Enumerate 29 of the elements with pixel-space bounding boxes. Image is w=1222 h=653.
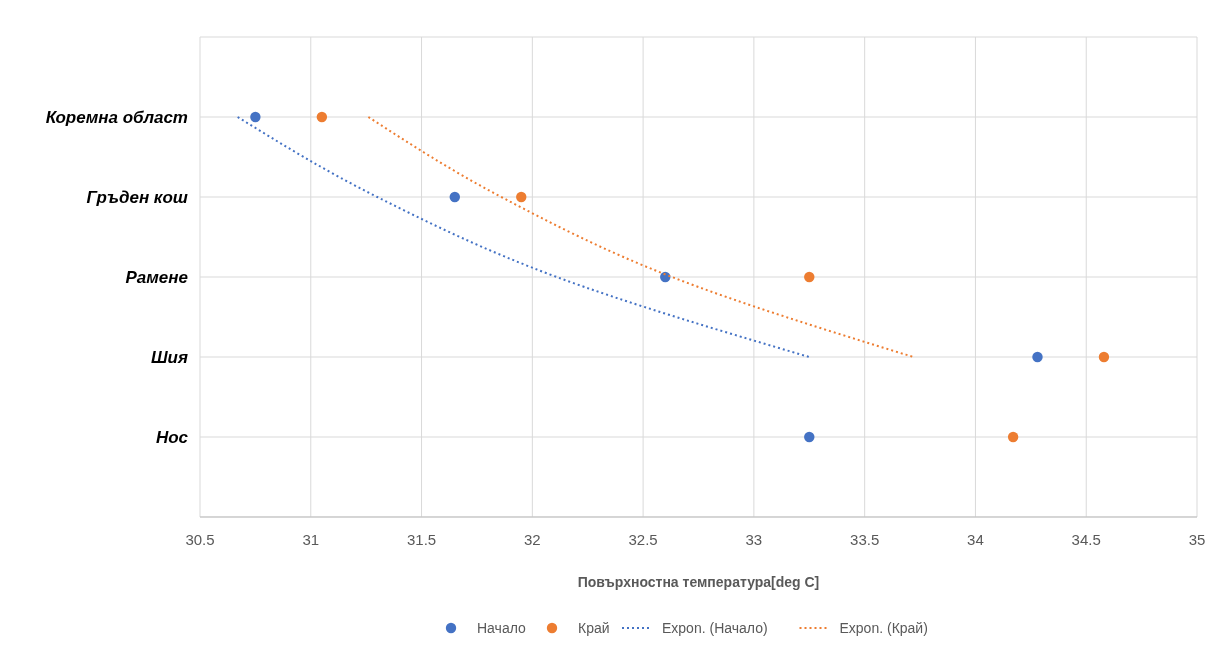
x-tick-label: 35 — [1188, 531, 1206, 548]
x-tick-label: 32 — [523, 531, 541, 548]
x-tick-label: 34 — [967, 531, 984, 548]
point — [1098, 351, 1110, 363]
point — [804, 271, 815, 283]
point — [1032, 351, 1043, 363]
legend-label: Expon. (Край) — [839, 620, 928, 636]
x-tick-label: 31 — [302, 531, 320, 548]
y-tick-label: Нос — [155, 428, 189, 447]
point — [804, 431, 815, 443]
point — [1007, 431, 1019, 443]
legend-label: Начало — [477, 620, 526, 636]
point — [449, 191, 460, 203]
legend-label: Край — [578, 620, 610, 636]
y-tick-label: Шия — [150, 348, 188, 367]
y-tick-label: Коремна област — [45, 108, 188, 127]
x-tick-label: 33.5 — [850, 531, 880, 548]
point — [250, 111, 261, 123]
x-tick-label: 31.5 — [406, 531, 437, 548]
y-tick-label: Гръден кош — [86, 188, 188, 207]
legend-label: Expon. (Начало) — [662, 620, 768, 636]
point — [316, 111, 328, 123]
point — [516, 191, 527, 203]
y-tick-label: Рамене — [125, 268, 188, 287]
x-tick-label: 34.5 — [1071, 531, 1101, 548]
x-tick-label: 30.5 — [185, 531, 215, 548]
x-tick-label: 33 — [745, 531, 763, 548]
x-axis-title: Повърхностна температура[deg C] — [577, 574, 820, 590]
x-tick-label: 32.5 — [628, 531, 658, 548]
